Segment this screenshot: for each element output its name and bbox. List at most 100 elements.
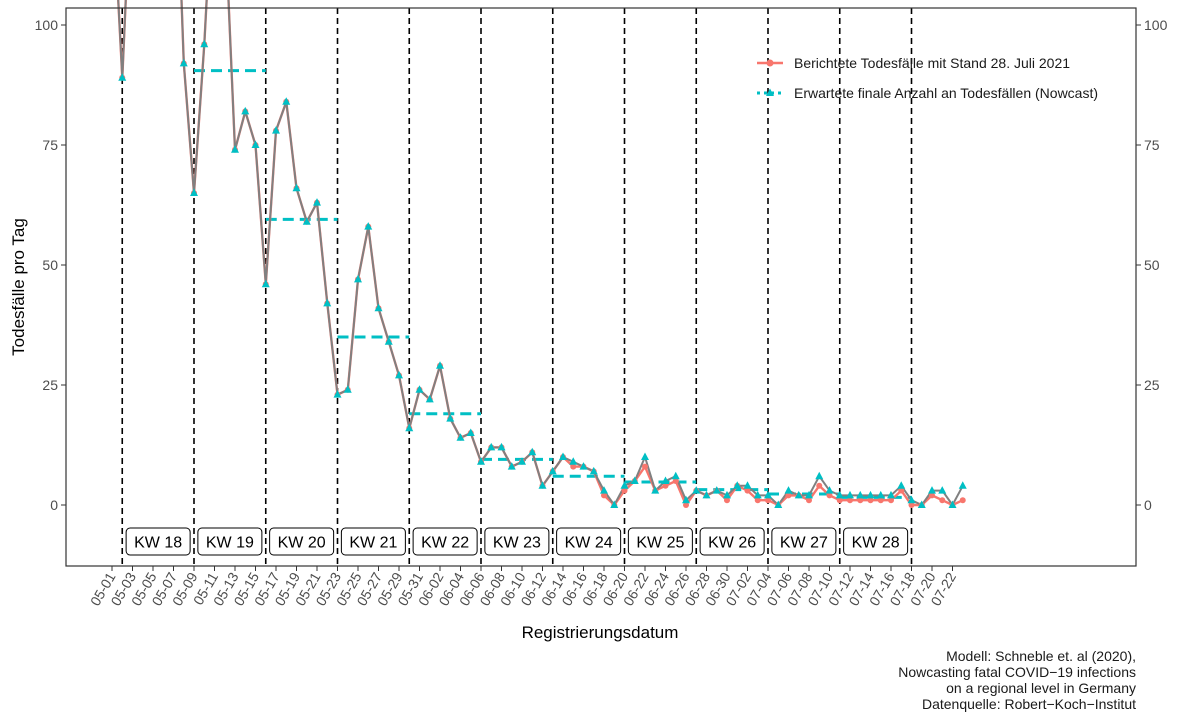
week-label-box	[843, 527, 909, 556]
nowcast-deaths-point	[743, 481, 752, 489]
reported-deaths-point	[785, 492, 792, 499]
week-label: KW 22	[412, 527, 478, 556]
nowcast-deaths-point	[395, 370, 403, 379]
nowcast-deaths-point	[794, 490, 803, 499]
legend-marker-nowcast	[766, 88, 774, 96]
nowcast-deaths-point	[190, 188, 198, 196]
reported-deaths-point	[754, 497, 761, 504]
week-label: KW 20	[269, 527, 335, 556]
nowcast-deaths-point	[733, 481, 742, 489]
week-label-text: KW 23	[493, 535, 541, 552]
week-label-box	[412, 527, 478, 556]
nowcast-deaths-point	[497, 442, 506, 451]
nowcast-deaths-point	[815, 471, 824, 480]
y-tick-label-right: 75	[1144, 137, 1160, 153]
nowcast-deaths-point	[630, 476, 639, 484]
reported-deaths-point	[959, 497, 966, 504]
y-tick-label: 0	[50, 497, 58, 513]
week-label-text: KW 26	[708, 535, 756, 552]
week-label-text: KW 24	[565, 535, 613, 552]
nowcast-deaths-point	[261, 279, 270, 288]
week-label-box	[699, 527, 765, 556]
nowcast-deaths-point	[671, 471, 680, 480]
data-series	[117, 0, 967, 508]
reported-deaths-point	[847, 497, 853, 504]
nowcast-deaths-point	[938, 486, 947, 494]
nowcast-deaths-point	[436, 361, 444, 369]
y-axis-left: 0255075100125150175	[35, 17, 66, 513]
legend-label-reported: Berichtete Todesfälle mit Stand 28. Juli…	[794, 55, 1070, 71]
nowcast-deaths-point	[856, 490, 865, 499]
y-axis-title: Todesfälle pro Tag	[9, 218, 28, 356]
nowcast-deaths-point	[302, 217, 311, 225]
week-label-text: KW 28	[852, 535, 900, 552]
y-axis-right: 0255075100125150175	[1136, 17, 1168, 513]
nowcast-deaths-point	[507, 462, 516, 470]
week-label-box	[484, 527, 550, 556]
reported-deaths-point	[929, 492, 935, 499]
nowcast-deaths-point	[579, 462, 588, 470]
nowcast-deaths-point	[241, 106, 250, 115]
nowcast-deaths-point	[528, 447, 537, 456]
reported-deaths-point	[836, 497, 843, 504]
reported-deaths-point	[765, 497, 771, 504]
reported-deaths-point	[570, 463, 577, 470]
week-label: KW 19	[197, 527, 263, 556]
nowcast-deaths-point	[538, 481, 547, 489]
nowcast-deaths-point	[548, 466, 557, 475]
nowcast-deaths-point	[589, 466, 598, 475]
reported-deaths-point	[816, 482, 823, 489]
nowcast-deaths-point	[702, 490, 711, 499]
reported-deaths-point	[662, 482, 669, 489]
legend-marker-reported	[766, 59, 774, 67]
nowcast-deaths-point	[917, 500, 926, 508]
nowcast-deaths-point	[251, 140, 260, 148]
nowcast-deaths-point	[354, 274, 362, 283]
week-label-box	[771, 527, 837, 556]
week-label-text: KW 27	[780, 535, 828, 552]
nowcast-deaths-point	[651, 486, 660, 494]
caption-line-model: Modell: Schneble et. al (2020),	[946, 648, 1136, 664]
nowcast-deaths-point	[569, 457, 578, 465]
nowcast-deaths-point	[343, 385, 352, 393]
nowcast-deaths-point	[661, 476, 670, 484]
week-label-box	[556, 527, 622, 556]
reported-deaths-point	[939, 497, 946, 504]
reported-deaths-point	[867, 497, 874, 504]
nowcast-deaths-point	[313, 198, 321, 206]
reported-deaths-point	[621, 487, 628, 494]
nowcast-deaths-point	[179, 58, 188, 67]
week-label-box	[125, 527, 191, 556]
nowcast-deaths-point	[282, 97, 291, 105]
nowcast-deaths-point	[764, 490, 772, 499]
nowcast-deaths-point	[723, 490, 731, 499]
week-label-text: KW 25	[636, 535, 684, 552]
caption-line-source: Datenquelle: Robert−Koch−Institut	[921, 696, 1136, 712]
nowcast-deaths-point	[425, 394, 434, 403]
reported-deaths-point	[642, 463, 648, 470]
nowcast-deaths-point	[333, 390, 342, 398]
caption-line-paper: Nowcasting fatal COVID−19 infections	[898, 664, 1136, 680]
reported-deaths-point	[683, 502, 689, 508]
reported-deaths-point	[601, 492, 607, 499]
nowcast-deaths-point	[559, 452, 567, 460]
nowcast-deaths-point	[948, 500, 957, 508]
reported-deaths-point	[888, 497, 894, 504]
reported-deaths-point	[908, 502, 915, 508]
week-label: KW 25	[627, 527, 693, 556]
nowcast-deaths-line	[117, 0, 964, 506]
legend-label-nowcast: Erwartete finale Anzahl an Todesfällen (…	[794, 85, 1098, 101]
nowcast-deaths-point	[600, 486, 608, 494]
y-tick-label-right: 100	[1144, 17, 1168, 33]
nowcast-deaths-point	[323, 298, 332, 307]
x-axis: 05-0105-0305-0505-0705-0905-1105-1305-15…	[87, 566, 959, 609]
nowcast-deaths-point	[897, 481, 906, 489]
nowcast-deaths-point	[272, 126, 280, 134]
legend-item-reported: Berichtete Todesfälle mit Stand 28. Juli…	[757, 55, 1070, 71]
reported-deaths-point	[877, 497, 884, 504]
nowcast-deaths-point	[374, 303, 383, 312]
week-labels: KW 18 KW 19 KW 20 KW 21 KW 22 KW 23 KW 24 KW 25…	[125, 527, 909, 556]
reported-deaths-point	[826, 492, 833, 499]
nowcast-deaths-point	[231, 145, 239, 153]
